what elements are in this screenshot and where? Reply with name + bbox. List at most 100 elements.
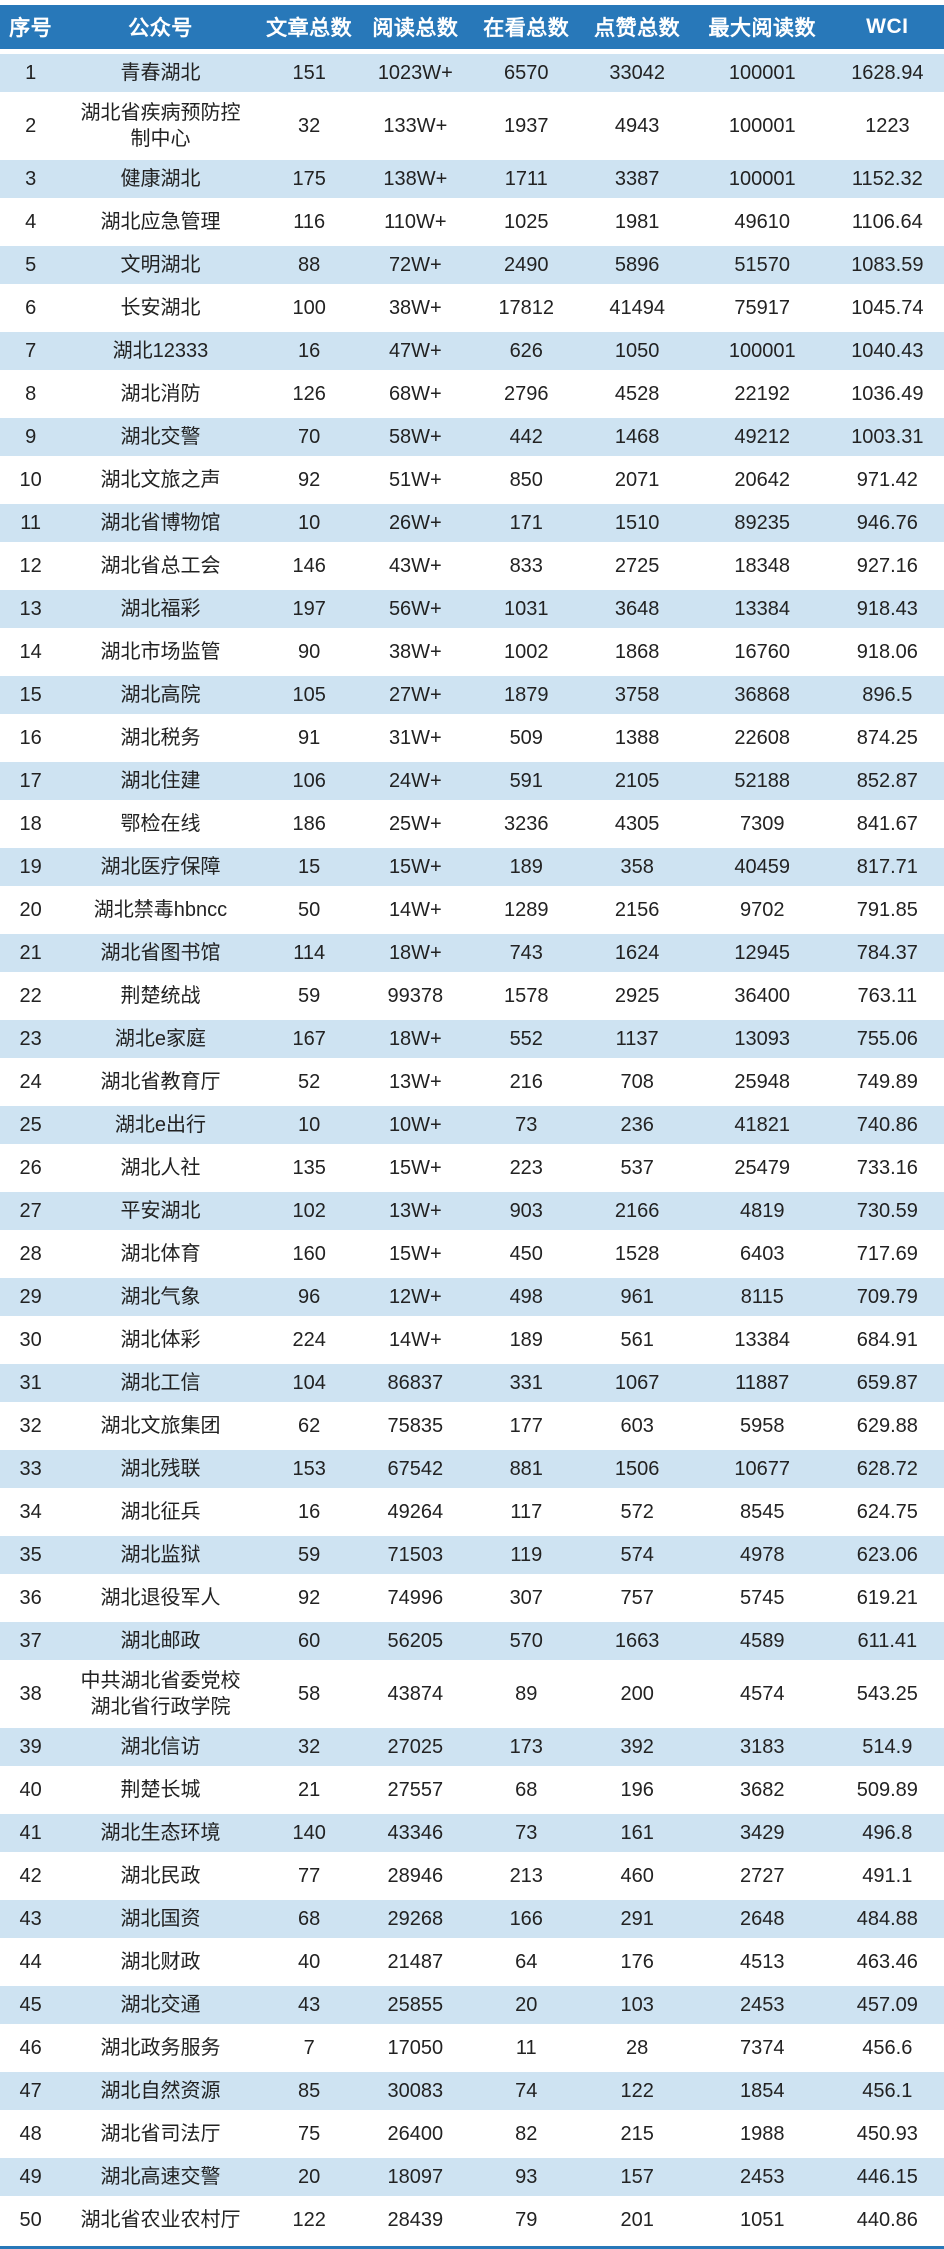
likes-total-cell: 122 — [580, 2072, 694, 2110]
wci-cell: 624.75 — [830, 1493, 944, 1531]
rank-cell: 22 — [0, 977, 62, 1015]
max-reads-cell: 1051 — [693, 2201, 831, 2239]
max-reads-cell: 9702 — [693, 891, 831, 929]
table-row: 27 平安湖北 102 13W+ 903 2166 4819 730.59 — [0, 1192, 944, 1230]
reads-total-cell: 21487 — [358, 1943, 472, 1981]
rank-cell: 2 — [0, 97, 62, 155]
max-reads-cell: 25948 — [693, 1063, 831, 1101]
table-row: 34 湖北征兵 16 49264 117 572 8545 624.75 — [0, 1493, 944, 1531]
table-row: 25 湖北e出行 10 10W+ 73 236 41821 740.86 — [0, 1106, 944, 1144]
wci-cell: 896.5 — [830, 676, 944, 714]
max-reads-cell: 41821 — [693, 1106, 831, 1144]
looks-total-cell: 223 — [471, 1149, 581, 1187]
articles-total-cell: 102 — [259, 1192, 359, 1230]
reads-total-cell: 51W+ — [358, 461, 472, 499]
max-reads-cell: 7374 — [693, 2029, 831, 2067]
reads-total-cell: 27W+ — [358, 676, 472, 714]
wci-cell: 791.85 — [830, 891, 944, 929]
wci-cell: 543.25 — [830, 1665, 944, 1723]
likes-total-cell: 236 — [580, 1106, 694, 1144]
articles-total-cell: 224 — [259, 1321, 359, 1359]
rank-cell: 35 — [0, 1536, 62, 1574]
articles-total-cell: 160 — [259, 1235, 359, 1273]
likes-total-cell: 4305 — [580, 805, 694, 843]
reads-total-cell: 43346 — [358, 1814, 472, 1852]
account-name-cell: 鄂检在线 — [61, 805, 260, 843]
table-row: 16 湖北税务 91 31W+ 509 1388 22608 874.25 — [0, 719, 944, 757]
account-name-cell: 湖北邮政 — [61, 1622, 260, 1660]
max-reads-cell: 7309 — [693, 805, 831, 843]
reads-total-cell: 25W+ — [358, 805, 472, 843]
wci-cell: 918.43 — [830, 590, 944, 628]
max-reads-cell: 22192 — [693, 375, 831, 413]
likes-total-cell: 961 — [580, 1278, 694, 1316]
likes-total-cell: 161 — [580, 1814, 694, 1852]
reads-total-cell: 38W+ — [358, 633, 472, 671]
max-reads-cell: 52188 — [693, 762, 831, 800]
articles-total-cell: 68 — [259, 1900, 359, 1938]
max-reads-cell: 36868 — [693, 676, 831, 714]
wci-cell: 659.87 — [830, 1364, 944, 1402]
looks-total-cell: 74 — [471, 2072, 581, 2110]
likes-total-cell: 2166 — [580, 1192, 694, 1230]
table-row: 28 湖北体育 160 15W+ 450 1528 6403 717.69 — [0, 1235, 944, 1273]
table-row: 22 荆楚统战 59 99378 1578 2925 36400 763.11 — [0, 977, 944, 1015]
max-reads-cell: 2453 — [693, 2158, 831, 2196]
reads-total-cell: 75835 — [358, 1407, 472, 1445]
reads-total-cell: 28439 — [358, 2201, 472, 2239]
looks-total-cell: 171 — [471, 504, 581, 542]
account-name-cell: 荆楚统战 — [61, 977, 260, 1015]
wci-cell: 817.71 — [830, 848, 944, 886]
likes-total-cell: 176 — [580, 1943, 694, 1981]
max-reads-cell: 4589 — [693, 1622, 831, 1660]
table-row: 46 湖北政务服务 7 17050 11 28 7374 456.6 — [0, 2029, 944, 2067]
account-name-cell: 湖北省疾病预防控 制中心 — [61, 97, 260, 155]
reads-total-cell: 25855 — [358, 1986, 472, 2024]
likes-total-cell: 1468 — [580, 418, 694, 456]
rank-cell: 34 — [0, 1493, 62, 1531]
articles-total-cell: 126 — [259, 375, 359, 413]
account-name-cell: 湖北文旅之声 — [61, 461, 260, 499]
likes-total-cell: 392 — [580, 1728, 694, 1766]
wci-cell: 628.72 — [830, 1450, 944, 1488]
reads-total-cell: 30083 — [358, 2072, 472, 2110]
wci-cell: 874.25 — [830, 719, 944, 757]
table-row: 9 湖北交警 70 58W+ 442 1468 49212 1003.31 — [0, 418, 944, 456]
reads-total-cell: 14W+ — [358, 1321, 472, 1359]
rank-cell: 18 — [0, 805, 62, 843]
rank-cell: 6 — [0, 289, 62, 327]
account-name-cell: 健康湖北 — [61, 160, 260, 198]
articles-total-cell: 92 — [259, 461, 359, 499]
articles-total-cell: 10 — [259, 1106, 359, 1144]
likes-total-cell: 1137 — [580, 1020, 694, 1058]
rank-cell: 20 — [0, 891, 62, 929]
reads-total-cell: 10W+ — [358, 1106, 472, 1144]
articles-total-cell: 105 — [259, 676, 359, 714]
account-name-cell: 中共湖北省委党校 湖北省行政学院 — [61, 1665, 260, 1723]
table-row: 17 湖北住建 106 24W+ 591 2105 52188 852.87 — [0, 762, 944, 800]
rank-cell: 44 — [0, 1943, 62, 1981]
account-name-cell: 湖北省司法厅 — [61, 2115, 260, 2153]
rank-cell: 14 — [0, 633, 62, 671]
max-reads-cell: 3429 — [693, 1814, 831, 1852]
rank-cell: 48 — [0, 2115, 62, 2153]
table-row: 1 青春湖北 151 1023W+ 6570 33042 100001 1628.94 — [0, 54, 944, 92]
rank-cell: 29 — [0, 1278, 62, 1316]
wci-cell: 784.37 — [830, 934, 944, 972]
table-row: 6 长安湖北 100 38W+ 17812 41494 75917 1045.74 — [0, 289, 944, 327]
account-name-cell: 湖北生态环境 — [61, 1814, 260, 1852]
table-row: 2 湖北省疾病预防控 制中心 32 133W+ 1937 4943 100001 1223 — [0, 97, 944, 155]
articles-total-cell: 40 — [259, 1943, 359, 1981]
rank-cell: 43 — [0, 1900, 62, 1938]
max-reads-cell: 22608 — [693, 719, 831, 757]
table-row: 36 湖北退役军人 92 74996 307 757 5745 619.21 — [0, 1579, 944, 1617]
rank-cell: 12 — [0, 547, 62, 585]
reads-total-cell: 67542 — [358, 1450, 472, 1488]
table-row: 48 湖北省司法厅 75 26400 82 215 1988 450.93 — [0, 2115, 944, 2153]
likes-total-cell: 3387 — [580, 160, 694, 198]
rank-cell: 40 — [0, 1771, 62, 1809]
rank-cell: 27 — [0, 1192, 62, 1230]
max-reads-cell: 16760 — [693, 633, 831, 671]
max-reads-cell: 36400 — [693, 977, 831, 1015]
